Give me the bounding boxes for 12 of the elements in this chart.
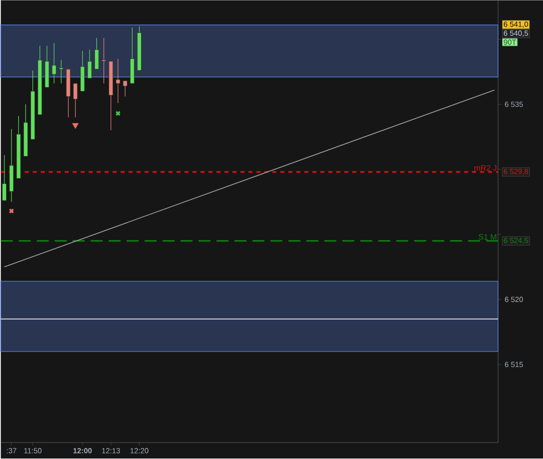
point <box>115 110 121 116</box>
candlestick <box>58 60 64 84</box>
candlestick <box>52 43 56 84</box>
candlestick <box>102 38 106 84</box>
candlestick <box>87 50 92 79</box>
point <box>72 123 79 130</box>
point <box>8 208 14 214</box>
candlestick <box>122 80 128 98</box>
candlestick <box>116 58 120 104</box>
candlestick <box>94 38 99 70</box>
candlestick <box>2 154 7 202</box>
candlestick <box>73 83 78 118</box>
